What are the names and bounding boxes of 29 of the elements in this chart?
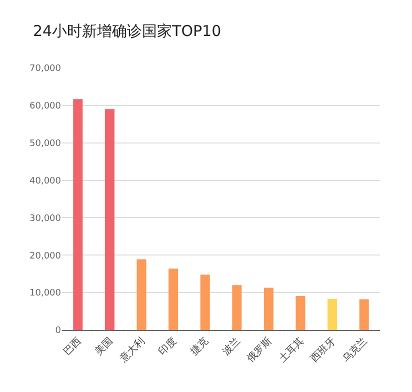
y-tick-label: 30,000 (30, 214, 62, 224)
x-tick-label: 捷克 (188, 335, 211, 358)
x-tick-label: 意大利 (116, 335, 148, 366)
bar (136, 259, 146, 330)
bar (232, 285, 242, 330)
x-tick-label: 美国 (92, 335, 116, 358)
chart-title: 24小时新增确诊国家TOP10 (32, 22, 222, 40)
y-tick-label: 0 (55, 326, 62, 336)
x-tick-label: 乌克兰 (340, 335, 370, 365)
x-tick-label: 土耳其 (276, 335, 306, 365)
bar (73, 99, 83, 330)
x-tick-label: 波兰 (220, 335, 243, 358)
y-tick-label: 70,000 (30, 64, 62, 74)
y-tick-label: 40,000 (30, 176, 62, 186)
y-tick-label: 60,000 (30, 102, 62, 112)
bar (168, 268, 178, 330)
x-tick-label: 巴西 (62, 336, 84, 358)
y-tick-label: 50,000 (30, 139, 62, 150)
bar (328, 298, 338, 330)
y-tick-label: 10,000 (30, 288, 62, 299)
x-tick-label: 印度 (156, 335, 179, 358)
bar (200, 274, 210, 330)
bar (296, 296, 306, 330)
x-tick-label: 俄罗斯 (244, 335, 274, 365)
bar (104, 109, 114, 330)
y-tick-label: 20,000 (30, 251, 62, 262)
bar (359, 299, 369, 330)
bar (264, 288, 274, 330)
x-tick-label: 西班牙 (308, 335, 338, 365)
